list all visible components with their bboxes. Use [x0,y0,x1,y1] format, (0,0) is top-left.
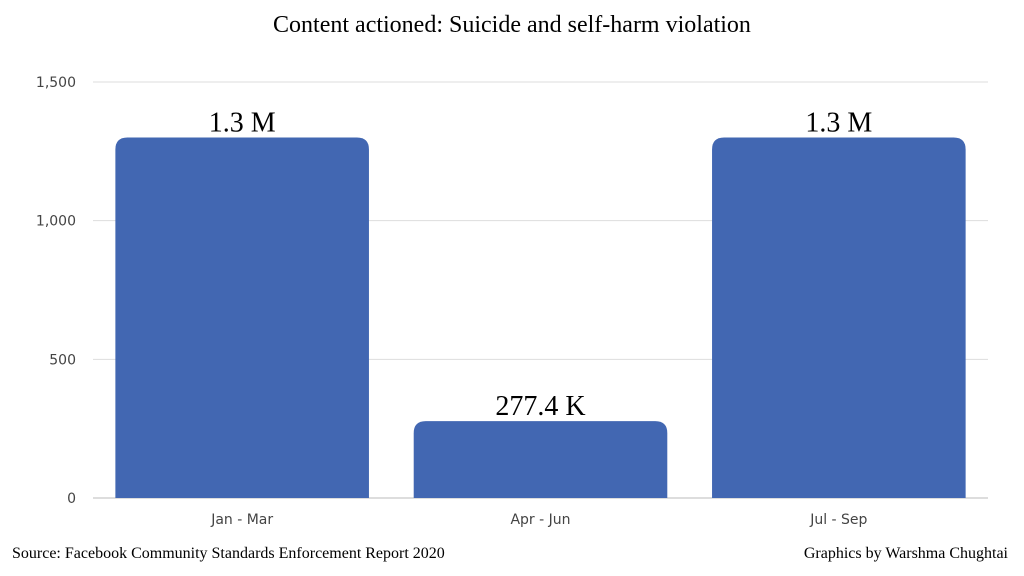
credit-note: Graphics by Warshma Chughtai [803,545,1008,562]
source-note: Source: Facebook Community Standards Enf… [12,545,445,562]
bar [413,421,668,498]
y-tick-label: 500 [49,352,76,368]
y-tick-label: 1,000 [36,214,76,230]
data-labels: 1.3 M 277.4 K 1.3 M [209,107,873,422]
bar [712,137,966,498]
y-tick-label: 0 [67,491,76,507]
bar-value-label: 1.3 M [209,107,276,138]
chart-title: Content actioned: Suicide and self-harm … [273,12,751,38]
bar [115,137,369,498]
x-tick-label: Jul - Sep [809,512,867,528]
bar-value-label: 277.4 K [495,391,585,422]
x-tick-label: Jan - Mar [210,512,273,528]
bar-value-label: 1.3 M [805,107,872,138]
bars [115,137,966,498]
x-axis: Jan - Mar Apr - Jun Jul - Sep [210,512,867,528]
y-tick-label: 1,500 [36,75,76,91]
x-tick-label: Apr - Jun [510,512,570,528]
